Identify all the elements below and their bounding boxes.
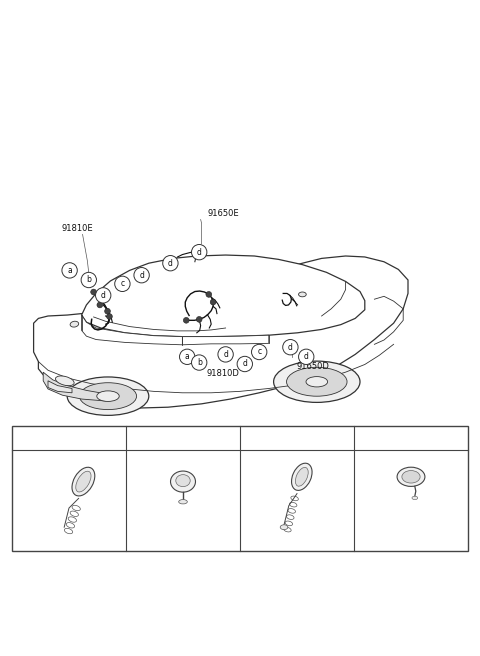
Circle shape (180, 349, 195, 365)
Text: c: c (120, 279, 124, 289)
Text: a: a (67, 266, 72, 275)
Text: d: d (362, 436, 367, 441)
Circle shape (218, 347, 233, 362)
Polygon shape (182, 335, 269, 345)
Text: d: d (168, 258, 173, 268)
Text: a: a (20, 436, 25, 441)
Polygon shape (48, 380, 72, 393)
Circle shape (163, 256, 178, 271)
Polygon shape (43, 372, 106, 401)
FancyBboxPatch shape (12, 426, 468, 551)
Circle shape (130, 432, 143, 445)
Ellipse shape (70, 321, 79, 327)
Text: b: b (197, 358, 202, 367)
Polygon shape (34, 256, 408, 408)
Text: 91513A: 91513A (146, 434, 177, 443)
Circle shape (210, 299, 216, 305)
Text: d: d (101, 291, 106, 300)
Ellipse shape (79, 382, 136, 409)
Circle shape (97, 302, 103, 308)
Ellipse shape (306, 377, 327, 387)
Circle shape (283, 340, 298, 355)
Text: 91650D: 91650D (297, 361, 329, 371)
Text: d: d (197, 248, 202, 256)
Ellipse shape (170, 471, 195, 492)
Circle shape (192, 355, 207, 370)
Text: a: a (185, 352, 190, 361)
Text: d: d (223, 350, 228, 359)
Text: 91810E: 91810E (62, 224, 94, 233)
Circle shape (107, 314, 112, 319)
Ellipse shape (56, 376, 74, 386)
Text: d: d (139, 271, 144, 279)
Circle shape (62, 262, 77, 278)
Circle shape (252, 344, 267, 359)
Circle shape (105, 308, 110, 314)
Ellipse shape (97, 391, 119, 401)
Circle shape (237, 356, 252, 372)
Ellipse shape (291, 463, 312, 491)
Ellipse shape (397, 467, 425, 486)
Circle shape (244, 432, 257, 445)
Ellipse shape (72, 467, 95, 496)
Ellipse shape (67, 377, 149, 415)
Text: 91513G: 91513G (374, 434, 406, 443)
Ellipse shape (287, 367, 347, 396)
Ellipse shape (280, 525, 288, 529)
Text: d: d (242, 359, 247, 369)
Circle shape (134, 268, 149, 283)
Text: 91511A: 91511A (21, 474, 49, 480)
Circle shape (196, 316, 202, 322)
Ellipse shape (176, 475, 190, 487)
Text: b: b (134, 436, 139, 441)
Ellipse shape (274, 361, 360, 402)
Text: d: d (304, 352, 309, 361)
Circle shape (206, 291, 212, 297)
Ellipse shape (299, 292, 306, 297)
Circle shape (183, 318, 189, 323)
Text: 91686: 91686 (21, 483, 44, 489)
Text: c: c (257, 348, 261, 356)
Text: d: d (288, 342, 293, 352)
Text: b: b (86, 276, 91, 285)
Circle shape (96, 288, 111, 303)
Text: 91810D: 91810D (206, 369, 239, 378)
Text: 91650E: 91650E (207, 209, 239, 218)
Circle shape (358, 432, 371, 445)
Circle shape (115, 276, 130, 291)
Text: 91514: 91514 (260, 434, 286, 443)
Circle shape (16, 432, 29, 445)
Ellipse shape (76, 471, 91, 492)
Circle shape (91, 289, 96, 295)
Text: c: c (249, 436, 252, 441)
Polygon shape (82, 255, 365, 337)
Ellipse shape (295, 467, 308, 486)
Circle shape (81, 272, 96, 288)
Circle shape (299, 349, 314, 365)
Polygon shape (82, 315, 182, 345)
Ellipse shape (402, 470, 420, 483)
Ellipse shape (179, 500, 187, 504)
Circle shape (192, 245, 207, 260)
Circle shape (192, 248, 199, 255)
Ellipse shape (412, 496, 418, 500)
